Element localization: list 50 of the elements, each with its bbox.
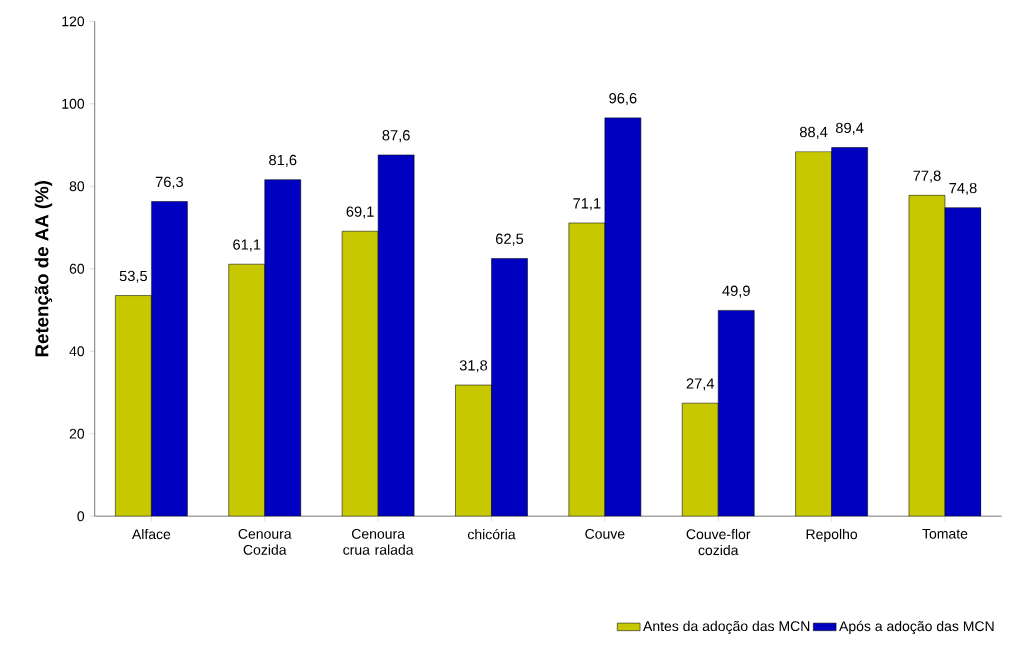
y-tick-label: 40 xyxy=(69,346,85,357)
y-tick-label: 20 xyxy=(69,428,85,439)
x-tick-label: chicória xyxy=(467,529,516,540)
bar xyxy=(908,195,946,517)
bar xyxy=(795,151,832,517)
y-tick-label: 100 xyxy=(62,99,85,109)
data-label: 88,4 xyxy=(799,127,828,140)
y-tick-label: 120 xyxy=(62,16,85,27)
data-label: 89,4 xyxy=(835,122,864,136)
data-label: 49,9 xyxy=(722,285,750,298)
data-label: 31,8 xyxy=(459,360,488,373)
data-label: 53,5 xyxy=(119,270,148,284)
x-tick-label: Repolho xyxy=(806,529,858,543)
data-label: 62,5 xyxy=(495,233,524,246)
data-label: 87,6 xyxy=(382,130,410,143)
bar xyxy=(264,179,301,517)
bar xyxy=(491,258,528,517)
legend-label: Após a adoção das MCN xyxy=(839,620,994,635)
y-tick-label: 0 xyxy=(77,511,85,522)
y-tick-label: 80 xyxy=(69,181,85,192)
bar xyxy=(568,223,605,517)
data-label: 77,8 xyxy=(913,170,941,183)
x-tick-label: Cenoura Cozida xyxy=(238,529,292,556)
data-label: 76,3 xyxy=(155,176,184,190)
data-label: 71,1 xyxy=(573,198,601,211)
bar xyxy=(944,207,982,517)
data-label: 74,8 xyxy=(949,183,977,196)
bar xyxy=(604,118,641,517)
bar xyxy=(115,295,152,517)
bar xyxy=(378,155,415,517)
bar xyxy=(228,264,265,517)
y-tick-label: 60 xyxy=(69,264,85,274)
x-tick-label: Tomate xyxy=(922,529,968,539)
legend-label: Antes da adoção das MCN xyxy=(643,621,810,635)
bar xyxy=(342,231,379,517)
x-tick-label: Couve xyxy=(585,529,625,540)
data-label: 61,1 xyxy=(233,239,261,252)
x-tick-label: Alface xyxy=(131,529,171,540)
y-axis-title: Retenção de AA (%) xyxy=(34,181,53,357)
data-label: 96,6 xyxy=(609,93,637,106)
data-label: 81,6 xyxy=(269,155,297,168)
bar xyxy=(831,147,868,517)
data-label: 69,1 xyxy=(346,206,374,219)
bar xyxy=(151,201,188,517)
bar xyxy=(455,385,492,517)
x-tick-label: Cenoura crua ralada xyxy=(343,529,414,556)
x-tick-label: Couve-flor cozida xyxy=(686,529,751,556)
data-label: 27,4 xyxy=(686,378,715,391)
bar xyxy=(682,403,719,517)
bar xyxy=(718,310,755,517)
